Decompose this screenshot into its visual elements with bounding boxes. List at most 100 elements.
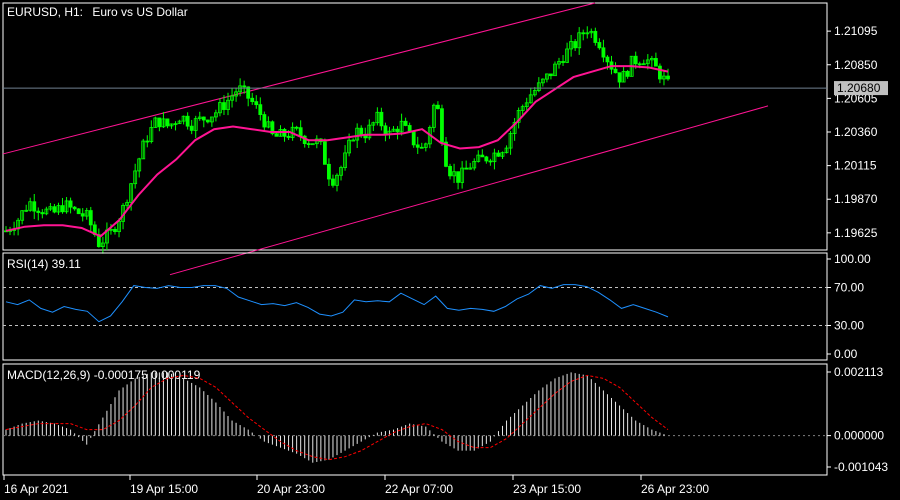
candle-body (250, 97, 255, 103)
candle-body (157, 117, 162, 128)
price-tick-label: 1.20115 (834, 159, 877, 173)
macd-tick-label: -0.001043 (834, 460, 888, 474)
candle-body (238, 85, 243, 93)
candle-body (621, 70, 626, 83)
candle-body (637, 63, 642, 66)
candle-body (314, 138, 319, 145)
rsi-axis: 100.00 70.00 30.00 0.00 (827, 252, 871, 361)
candle-body (484, 156, 489, 162)
candle-body (460, 167, 465, 183)
price-candles (4, 26, 670, 254)
candle-body (593, 30, 598, 43)
candle-body (242, 85, 247, 88)
candle-body (415, 144, 420, 148)
candle-body (205, 119, 210, 123)
candle-body (500, 152, 505, 157)
candle-body (431, 104, 436, 128)
candle-body (286, 135, 291, 138)
price-tick-label: 1.21095 (834, 24, 878, 38)
candle-body (436, 104, 440, 110)
time-tick-label: 19 Apr 15:00 (130, 482, 198, 496)
candle-body (347, 139, 352, 154)
time-tick-label: 22 Apr 07:00 (385, 482, 453, 496)
channel-lower-line[interactable] (169, 105, 769, 276)
channel-upper-line[interactable] (2, 2, 596, 155)
candle-body (100, 242, 105, 247)
candle-body (355, 127, 360, 141)
candle-body (573, 41, 578, 49)
price-axis: 1.210951.208501.206051.203601.201151.198… (827, 24, 878, 240)
candle-body (520, 106, 525, 111)
candle-body (169, 123, 174, 127)
candle-body (153, 117, 158, 128)
candle-body (419, 146, 424, 149)
candle-body (32, 201, 37, 212)
candle-body (149, 127, 154, 142)
candle-body (625, 70, 630, 77)
candle-body (662, 75, 666, 80)
candle-body (298, 127, 303, 137)
candle-body (266, 121, 271, 128)
price-panel-frame (2, 2, 828, 251)
candle-body (274, 133, 279, 137)
candle-body (383, 125, 388, 135)
candle-body (177, 120, 182, 125)
candle-body (666, 75, 670, 80)
candle-body (440, 108, 444, 143)
candle-body (88, 210, 93, 226)
candle-body (585, 32, 590, 35)
current-price-tag (834, 81, 888, 96)
candle-body (399, 120, 404, 133)
symbol-timeframe: EURUSD, H1: (7, 5, 83, 19)
candle-body (197, 116, 202, 120)
candle-body (141, 140, 146, 160)
candle-body (80, 213, 85, 217)
rsi-panel[interactable]: RSI(14) 39.11 100.00 70.00 30.00 0.00 (2, 252, 871, 361)
candle-body (448, 165, 452, 177)
candle-body (310, 143, 315, 146)
candle-body (133, 170, 138, 185)
candle-body (76, 208, 81, 215)
candle-body (173, 123, 178, 126)
macd-histogram (5, 372, 665, 463)
candle-body (613, 68, 618, 74)
macd-panel[interactable]: MACD(12,26,9) -0.000175 0.000119 0.00211… (2, 363, 888, 476)
candle-body (254, 101, 259, 106)
candle-body (601, 47, 606, 58)
candle-body (351, 139, 356, 142)
candle-body (209, 116, 214, 123)
candle-body (516, 110, 521, 123)
candle-body (557, 61, 561, 65)
candle-body (658, 65, 662, 80)
candle-body (581, 32, 586, 35)
candle-body (641, 63, 646, 66)
candle-body (411, 130, 416, 146)
candle-body (452, 171, 456, 177)
candle-body (226, 99, 230, 110)
candle-body (605, 56, 610, 63)
candle-body (653, 58, 658, 67)
candle-body (553, 63, 557, 77)
candle-body (222, 102, 226, 110)
candle-body (480, 154, 485, 158)
candle-body (589, 30, 594, 34)
price-panel[interactable]: EURUSD, H1: Euro vs US Dollar 1.21095 1.2… (2, 2, 888, 276)
current-price-value: 1.20680 (837, 81, 881, 95)
candle-body (335, 174, 339, 186)
candle-body (113, 228, 117, 233)
time-tick-label: 16 Apr 2021 (4, 482, 69, 496)
macd-tick-label: 0.000000 (834, 429, 884, 443)
candle-body (201, 116, 206, 121)
candle-body (569, 41, 574, 50)
candle-body (407, 125, 412, 132)
candle-body (565, 48, 569, 63)
candle-body (379, 111, 384, 127)
candle-body (488, 160, 493, 163)
candle-body (532, 90, 537, 96)
candle-body (161, 118, 166, 128)
chart-header: EURUSD, H1: Euro vs US Dollar (7, 5, 188, 19)
candle-body (44, 208, 49, 215)
macd-axis: 0.002113 0.000000 -0.001043 (827, 365, 888, 474)
